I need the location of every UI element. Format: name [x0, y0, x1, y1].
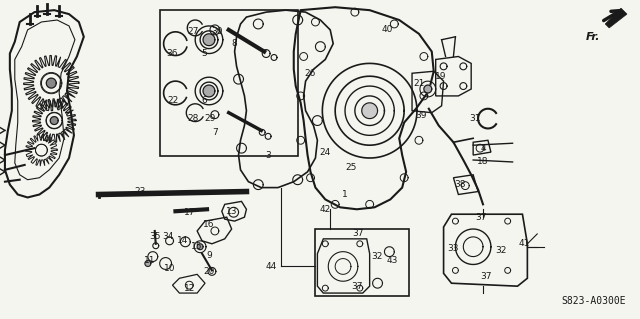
Text: 12: 12	[184, 284, 195, 293]
Polygon shape	[605, 8, 627, 28]
Polygon shape	[197, 244, 203, 250]
Polygon shape	[362, 103, 378, 119]
Text: 44: 44	[266, 262, 276, 271]
Text: 22: 22	[167, 96, 178, 105]
Polygon shape	[203, 85, 215, 97]
Text: 5: 5	[201, 49, 207, 58]
Text: 37: 37	[352, 229, 364, 238]
Text: 38: 38	[454, 180, 466, 189]
Text: 15: 15	[191, 242, 203, 251]
Bar	[160, 10, 298, 156]
Polygon shape	[424, 85, 432, 93]
Text: 37: 37	[351, 282, 363, 291]
Text: 19: 19	[435, 72, 446, 81]
Text: 32: 32	[495, 246, 506, 255]
Text: S823-A0300E: S823-A0300E	[562, 296, 627, 306]
Text: 35: 35	[149, 232, 161, 241]
Text: 28: 28	[188, 114, 199, 123]
Text: 3: 3	[265, 151, 271, 160]
Text: 30: 30	[211, 27, 223, 36]
Text: 10: 10	[164, 264, 175, 273]
Text: 33: 33	[448, 244, 459, 253]
Text: 42: 42	[319, 205, 331, 214]
Text: 37: 37	[476, 213, 487, 222]
Text: 27: 27	[188, 27, 199, 36]
Text: 4: 4	[480, 144, 486, 153]
Text: 9: 9	[206, 251, 212, 260]
Text: 14: 14	[177, 236, 188, 245]
Text: 23: 23	[134, 187, 146, 196]
Text: 25: 25	[345, 163, 356, 172]
Text: 29: 29	[204, 114, 216, 123]
Polygon shape	[46, 78, 56, 88]
Text: 21: 21	[413, 78, 424, 88]
Text: 32: 32	[371, 252, 382, 261]
Text: 11: 11	[144, 256, 156, 265]
Text: 17: 17	[184, 208, 195, 217]
Polygon shape	[145, 261, 151, 266]
Text: 34: 34	[162, 232, 173, 241]
Text: 39: 39	[415, 111, 427, 120]
Text: 18: 18	[477, 158, 489, 167]
Text: 24: 24	[319, 148, 331, 157]
Text: 26: 26	[305, 69, 316, 78]
Text: 31: 31	[469, 114, 481, 123]
Text: 7: 7	[212, 128, 218, 137]
Text: 43: 43	[387, 256, 398, 265]
Bar	[316, 229, 409, 296]
Text: Fr.: Fr.	[586, 32, 600, 42]
Polygon shape	[203, 34, 215, 46]
Text: 36: 36	[167, 49, 179, 58]
Text: 6: 6	[201, 96, 207, 105]
Text: 8: 8	[232, 39, 237, 48]
Text: 40: 40	[381, 26, 393, 34]
Text: 13: 13	[226, 207, 237, 216]
Text: 37: 37	[480, 272, 492, 281]
Text: 41: 41	[519, 239, 530, 248]
Polygon shape	[51, 117, 58, 124]
Text: 20: 20	[204, 267, 214, 276]
Text: 1: 1	[342, 190, 348, 199]
Text: 16: 16	[204, 219, 215, 229]
